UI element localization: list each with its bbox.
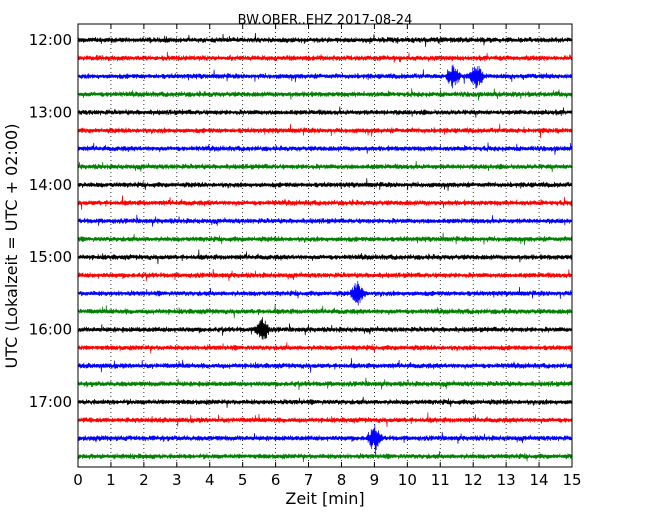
y-tick-label: 12:00 (29, 31, 72, 49)
y-axis-ticks: 12:00 13:00 14:00 15:00 16:00 17:00 (29, 31, 572, 411)
x-tick-label: 10 (398, 471, 417, 489)
trace-row (77, 178, 573, 191)
y-tick-label: 15:00 (29, 248, 72, 266)
y-tick-label: 14:00 (29, 176, 72, 194)
trace-row (77, 123, 573, 139)
trace-row (77, 106, 573, 118)
chart-title: BW.OBER..EHZ 2017-08-24 (238, 13, 413, 28)
x-tick-label: 7 (304, 471, 314, 489)
y-tick-label: 17:00 (29, 393, 72, 411)
x-tick-label: 6 (271, 471, 281, 489)
trace-row (77, 214, 573, 227)
x-tick-label: 1 (106, 471, 116, 489)
trace-row (77, 51, 573, 63)
x-tick-label: 5 (238, 471, 248, 489)
y-tick-label: 16:00 (29, 321, 72, 339)
x-tick-label: 9 (370, 471, 380, 489)
seismogram-traces (77, 33, 573, 463)
trace-row (77, 142, 573, 155)
x-tick-label: 13 (497, 471, 516, 489)
x-tick-label: 2 (139, 471, 149, 489)
trace-row (77, 269, 573, 282)
trace-row (77, 342, 573, 354)
trace-row (77, 280, 573, 306)
plot-frame (77, 23, 573, 468)
trace-row (77, 160, 573, 172)
x-tick-label: 4 (205, 471, 215, 489)
trace-row (77, 303, 573, 319)
trace-row (77, 412, 573, 428)
trace-row (77, 249, 573, 265)
x-axis-label: Zeit [min] (285, 489, 364, 508)
x-tick-label: 12 (464, 471, 483, 489)
x-tick-label: 3 (172, 471, 182, 489)
x-tick-label: 8 (337, 471, 347, 489)
trace-row (77, 33, 573, 47)
x-tick-label: 14 (530, 471, 549, 489)
trace-row (77, 317, 573, 340)
x-tick-label: 0 (73, 471, 83, 489)
trace-row (77, 424, 573, 455)
trace-row (77, 358, 573, 373)
x-axis-ticks: 0 1 2 3 4 5 6 7 8 9 10 11 12 13 14 15 (73, 24, 582, 489)
trace-row (77, 195, 573, 210)
trace-row (77, 64, 573, 89)
trace-row (77, 377, 573, 390)
trace-row (77, 88, 573, 101)
trace-row (77, 396, 573, 408)
y-tick-label: 13:00 (29, 103, 72, 121)
x-tick-label: 15 (562, 471, 581, 489)
trace-row (77, 232, 573, 246)
y-axis-label: UTC (Lokalzeit = UTC + 02:00) (2, 124, 21, 369)
x-tick-label: 11 (431, 471, 450, 489)
trace-row (77, 451, 573, 463)
